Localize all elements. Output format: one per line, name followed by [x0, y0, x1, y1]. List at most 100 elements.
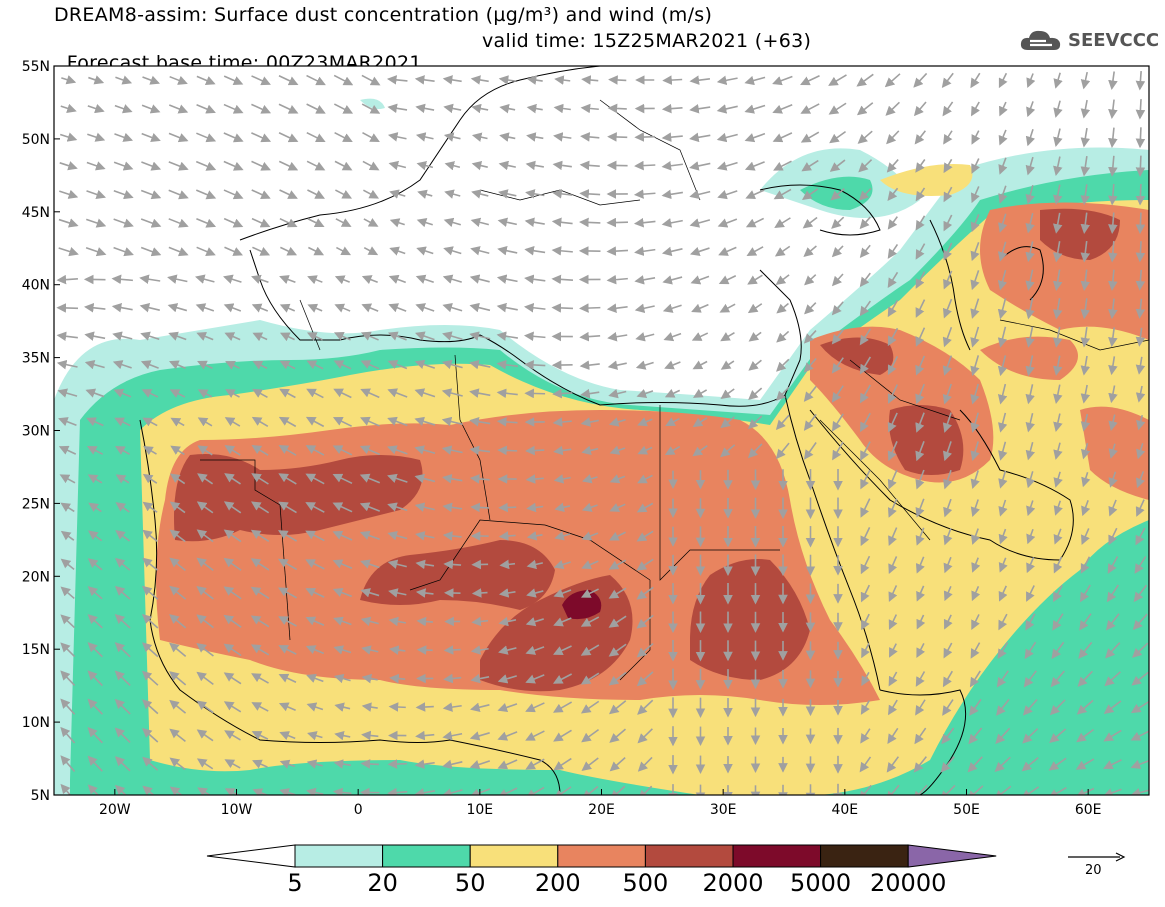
wind-arrow	[86, 161, 106, 171]
wind-arrow	[361, 730, 379, 741]
wind-arrow	[168, 104, 189, 114]
wind-arrow	[1080, 127, 1091, 148]
wind-arrow	[1135, 70, 1146, 91]
wind-arrow	[1103, 729, 1122, 742]
wind-arrow	[1108, 99, 1118, 120]
wind-arrow	[169, 389, 186, 398]
wind-arrow	[60, 586, 75, 600]
wind-arrow	[637, 445, 653, 455]
wind-arrow	[716, 132, 738, 143]
wind-arrow	[888, 527, 898, 546]
wind-arrow	[1108, 499, 1118, 517]
wind-arrow	[223, 303, 242, 313]
wind-arrow	[1135, 269, 1146, 291]
wind-arrow	[60, 558, 75, 570]
wind-arrow	[608, 587, 627, 599]
lon-label: 20E	[588, 802, 615, 818]
wind-arrow	[389, 189, 406, 199]
wind-arrow	[526, 103, 543, 114]
wind-arrow	[1135, 155, 1146, 177]
wind-arrow	[634, 303, 655, 313]
wind-arrow	[334, 702, 351, 712]
wind-arrow	[223, 217, 244, 228]
wind-arrow	[526, 559, 543, 570]
wind-arrow	[996, 698, 1010, 716]
wind-arrow	[168, 246, 189, 257]
lon-label: 0	[354, 802, 363, 818]
wind-arrow	[469, 445, 491, 456]
wind-arrow	[141, 699, 159, 715]
wind-arrow	[636, 671, 654, 687]
wind-arrow	[336, 246, 352, 256]
wind-arrow	[941, 72, 954, 89]
wind-arrow	[389, 645, 406, 655]
wind-arrow	[1080, 413, 1091, 432]
wind-arrow	[1026, 500, 1036, 517]
wind-arrow	[223, 132, 244, 143]
wind-arrow	[169, 786, 183, 795]
wind-arrow	[87, 103, 105, 114]
wind-arrow	[803, 385, 817, 402]
wind-arrow	[387, 559, 407, 569]
wind-arrow	[524, 246, 546, 256]
wind-arrow	[580, 672, 600, 685]
wind-arrow	[637, 756, 653, 772]
wind-arrow	[860, 498, 871, 518]
lat-label: 40N	[22, 278, 50, 294]
wind-arrow	[332, 502, 353, 513]
wind-arrow	[1053, 72, 1063, 89]
wind-arrow	[308, 246, 325, 256]
wind-arrow	[414, 445, 436, 455]
wind-arrow	[525, 474, 544, 484]
wind-arrow	[333, 103, 354, 114]
wind-arrow	[580, 103, 599, 114]
wind-arrow	[388, 588, 407, 598]
wind-arrow	[970, 186, 980, 204]
wind-arrow	[223, 614, 242, 628]
colorbar-over	[907, 844, 997, 868]
wind-arrow	[943, 498, 953, 518]
wind-arrow	[142, 75, 160, 85]
wind-arrow	[943, 270, 953, 290]
wind-arrow	[169, 671, 187, 686]
wind-arrow	[970, 242, 980, 262]
wind-arrow	[800, 131, 820, 143]
wind-arrow	[554, 75, 571, 85]
wind-arrow	[1103, 759, 1122, 769]
wind-arrow	[885, 784, 900, 795]
wind-arrow	[636, 530, 654, 542]
wind-arrow	[888, 614, 898, 630]
wind-arrow	[803, 357, 817, 373]
wind-arrow	[1105, 642, 1121, 659]
wind-arrow	[1080, 156, 1091, 177]
wind-arrow	[745, 189, 765, 200]
logo-text: SEEVCCC	[1068, 29, 1160, 51]
wind-arrow	[943, 614, 953, 630]
wind-arrow	[1026, 529, 1036, 545]
wind-arrow	[59, 474, 76, 484]
wind-arrow	[415, 132, 434, 142]
wind-arrow	[888, 699, 898, 716]
wind-arrow	[252, 388, 268, 399]
wind-arrow	[1135, 527, 1146, 546]
wind-arrow	[857, 130, 873, 144]
wind-arrow	[526, 502, 544, 513]
wind-arrow	[441, 445, 463, 455]
wind-arrow	[1049, 728, 1067, 744]
wind-arrow	[524, 360, 546, 370]
wind-arrow	[888, 671, 898, 687]
wind-arrow	[387, 388, 408, 398]
wind-arrow	[251, 673, 269, 684]
wind-arrow	[168, 161, 189, 171]
wind-arrow	[1103, 700, 1122, 714]
wind-arrow	[915, 469, 925, 490]
lat-label: 10N	[22, 715, 50, 731]
wind-arrow	[332, 559, 353, 569]
wind-arrow	[169, 501, 186, 514]
wind-arrow	[1053, 471, 1063, 488]
wind-arrow	[552, 417, 572, 427]
wind-arrow	[552, 673, 573, 684]
wind-arrow	[942, 670, 953, 688]
wind-arrow	[856, 102, 874, 116]
wind-arrow	[969, 698, 982, 716]
